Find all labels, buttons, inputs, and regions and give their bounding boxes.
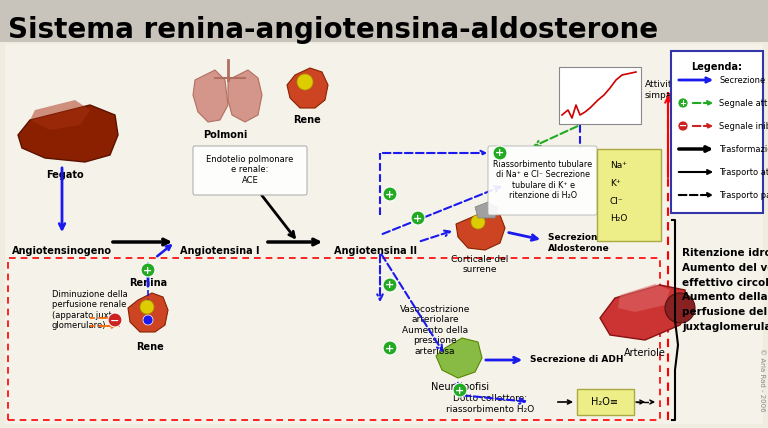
Circle shape (383, 341, 397, 355)
FancyBboxPatch shape (671, 51, 763, 213)
Text: +: + (680, 99, 687, 108)
Text: Secrezione: Secrezione (719, 75, 765, 84)
Text: −: − (111, 315, 120, 326)
Polygon shape (600, 285, 688, 340)
Circle shape (108, 313, 122, 327)
Circle shape (678, 121, 688, 131)
Text: Diminuzione della
perfusione renale
(apparato juxta-
glomerulare): Diminuzione della perfusione renale (app… (52, 290, 127, 330)
Text: +: + (386, 280, 395, 291)
Circle shape (140, 300, 154, 314)
Text: +: + (413, 214, 422, 223)
Text: Secrezione di ADH: Secrezione di ADH (530, 356, 624, 365)
Circle shape (297, 74, 313, 90)
Circle shape (141, 263, 155, 277)
Text: Secrezione di
Aldosterone: Secrezione di Aldosterone (548, 233, 616, 253)
Text: Angiotensina II: Angiotensina II (333, 246, 416, 256)
Text: Polmoni: Polmoni (203, 130, 247, 140)
Text: Fegato: Fegato (46, 170, 84, 180)
Circle shape (383, 278, 397, 292)
Text: +: + (495, 149, 505, 158)
Text: Vasocostrizione
arteriolare
Aumento della
pressione
arteriosa: Vasocostrizione arteriolare Aumento dell… (400, 305, 470, 356)
Polygon shape (436, 338, 482, 378)
FancyBboxPatch shape (5, 44, 763, 424)
Text: Sistema renina-angiotensina-aldosterone: Sistema renina-angiotensina-aldosterone (8, 16, 658, 44)
Polygon shape (618, 284, 670, 312)
Text: +: + (144, 265, 153, 276)
Text: Angiotensinogeno: Angiotensinogeno (12, 246, 112, 256)
FancyBboxPatch shape (597, 149, 661, 241)
FancyBboxPatch shape (193, 146, 307, 195)
Text: Segnale inibitorio: Segnale inibitorio (719, 122, 768, 131)
Text: −: − (679, 121, 687, 131)
Circle shape (411, 211, 425, 225)
Polygon shape (287, 68, 328, 108)
Text: Rene: Rene (293, 115, 321, 125)
Circle shape (383, 187, 397, 201)
Text: Endotelio polmonare
e renale:
ACE: Endotelio polmonare e renale: ACE (207, 155, 293, 185)
Polygon shape (193, 70, 228, 122)
Polygon shape (228, 70, 262, 122)
Text: Renina: Renina (129, 278, 167, 288)
Circle shape (678, 98, 688, 108)
Circle shape (453, 383, 467, 397)
Text: Arteriole: Arteriole (624, 348, 666, 358)
Text: +: + (455, 386, 465, 395)
Text: Cl⁻: Cl⁻ (610, 196, 624, 205)
Text: Neuroipofisi: Neuroipofisi (431, 382, 489, 392)
FancyBboxPatch shape (0, 0, 768, 42)
FancyBboxPatch shape (559, 67, 641, 124)
Polygon shape (18, 105, 118, 162)
Polygon shape (30, 100, 90, 130)
Text: Angiotensina I: Angiotensina I (180, 246, 260, 256)
Polygon shape (475, 202, 498, 218)
Text: H₂O: H₂O (610, 214, 627, 223)
Text: © Aria Rad - 2006: © Aria Rad - 2006 (759, 348, 765, 412)
Circle shape (143, 315, 153, 325)
Circle shape (493, 146, 507, 160)
FancyBboxPatch shape (577, 389, 634, 415)
Text: Trasformazione: Trasformazione (719, 145, 768, 154)
Text: Ritenzione idrosalina.
Aumento del volume
effettivo circolante.
Aumento della
pe: Ritenzione idrosalina. Aumento del volum… (682, 248, 768, 332)
Text: Na⁺: Na⁺ (610, 160, 627, 169)
Text: Riassorbimento tubulare
di Na⁺ e Cl⁻ Secrezione
tubulare di K⁺ e
ritenzione di H: Riassorbimento tubulare di Na⁺ e Cl⁻ Sec… (493, 160, 593, 200)
Text: +: + (386, 190, 395, 199)
Text: Segnale attivatore: Segnale attivatore (719, 98, 768, 107)
Text: Dotto collettore:
riassorbimento H₂O: Dotto collettore: riassorbimento H₂O (446, 394, 534, 414)
Text: Corticale del
surrene: Corticale del surrene (452, 255, 508, 274)
Circle shape (471, 215, 485, 229)
Text: H₂O≡: H₂O≡ (591, 397, 618, 407)
Polygon shape (128, 293, 168, 332)
Text: K⁺: K⁺ (610, 178, 621, 187)
Text: Legenda:: Legenda: (691, 62, 743, 72)
Text: Trasporto passivo: Trasporto passivo (719, 190, 768, 199)
FancyBboxPatch shape (488, 146, 597, 215)
Text: Attività
simpatica: Attività simpatica (645, 80, 689, 100)
Text: Rene: Rene (136, 342, 164, 352)
Text: +: + (386, 344, 395, 354)
Polygon shape (456, 210, 505, 250)
Circle shape (665, 293, 695, 323)
Text: Trasporto attivo: Trasporto attivo (719, 167, 768, 176)
